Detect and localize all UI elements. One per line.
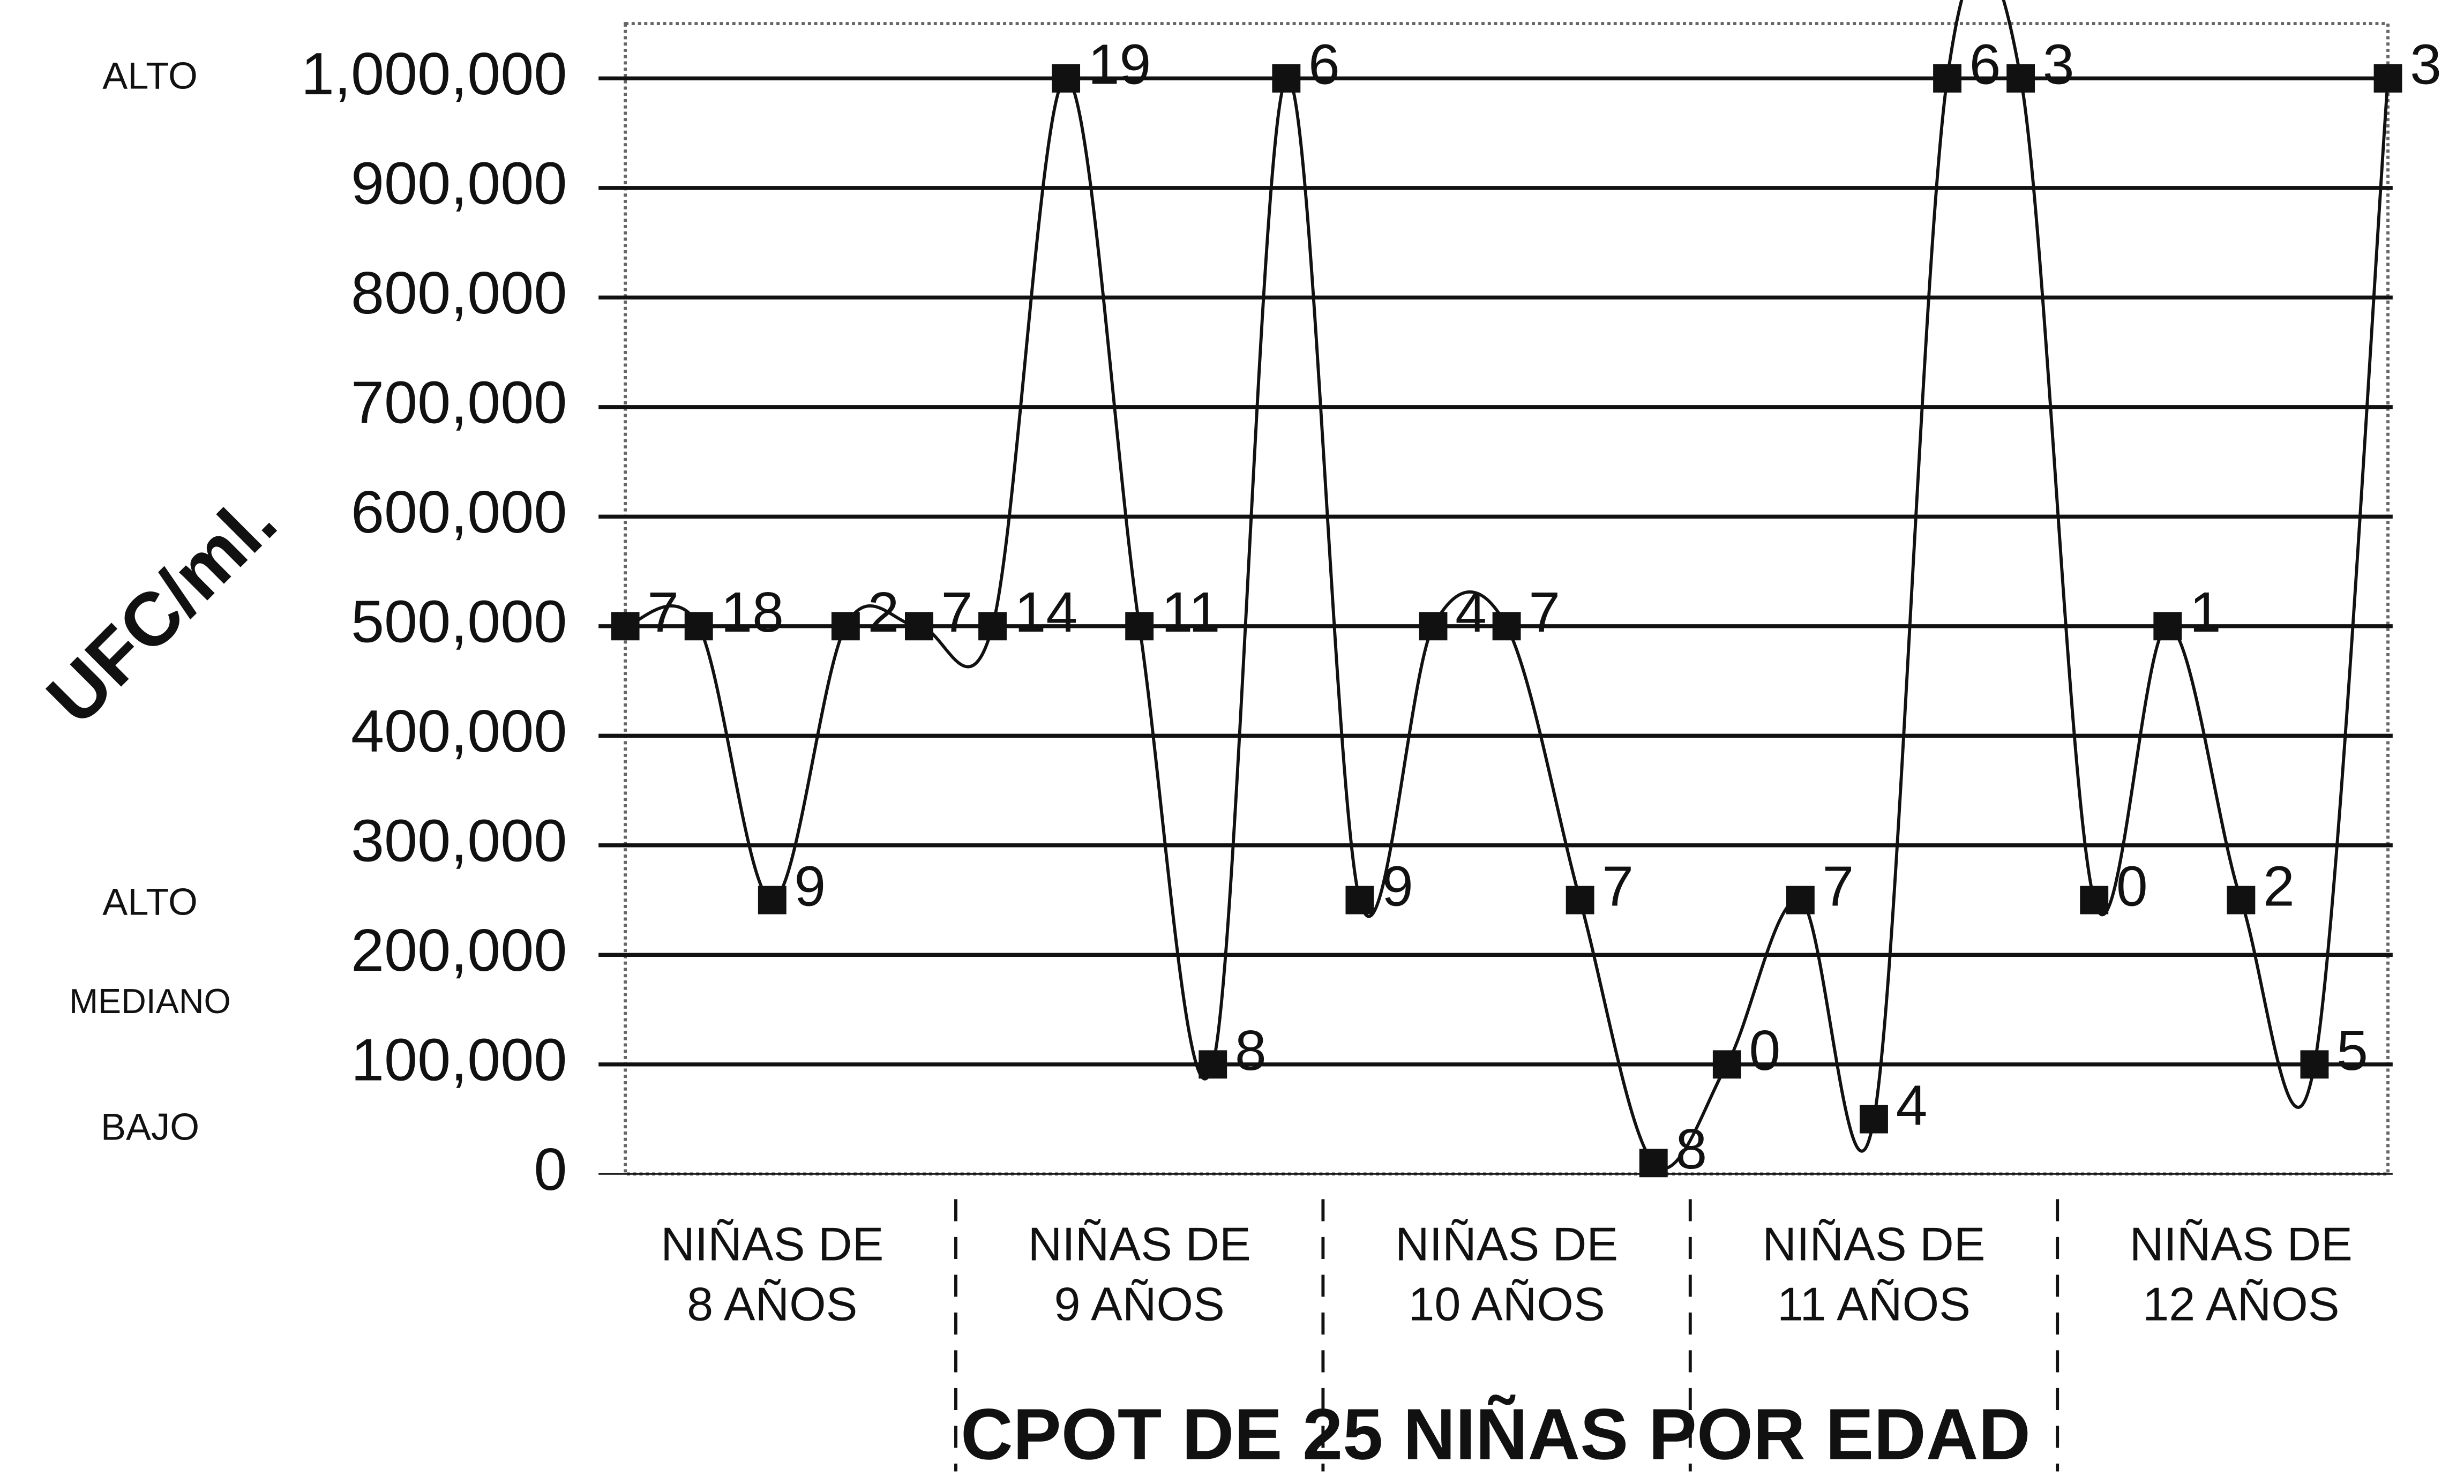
y-tick-label: 500,000	[351, 588, 567, 655]
point-marker	[1345, 886, 1374, 915]
point-label: 2	[2263, 855, 2295, 918]
point-label: 14	[1015, 581, 1078, 644]
x-group-label: NIÑAS DE	[1395, 1218, 1618, 1271]
data-line	[625, 0, 2390, 1170]
y-tick-label: 800,000	[351, 259, 567, 326]
point-label: 7	[647, 581, 679, 644]
point-label: 3	[2410, 33, 2441, 96]
point-label: 6	[1308, 33, 1340, 96]
point-marker	[2006, 64, 2035, 93]
point-label: 4	[1455, 581, 1487, 644]
y-tick-label: 300,000	[351, 807, 567, 874]
point-label: 4	[1896, 1074, 1928, 1137]
level-label: ALTO	[102, 54, 198, 96]
point-label: 8	[1235, 1019, 1267, 1082]
point-marker	[1712, 1050, 1741, 1079]
y-tick-label: 700,000	[351, 369, 567, 436]
point-marker	[1492, 612, 1521, 641]
x-group-label: NIÑAS DE	[2130, 1218, 2353, 1271]
point-marker	[1199, 1050, 1227, 1079]
point-marker	[1566, 886, 1594, 915]
point-label: 7	[941, 581, 973, 644]
plot-frame	[624, 22, 2390, 1176]
point-label: 5	[2336, 1019, 2368, 1082]
point-marker	[1933, 64, 1962, 93]
point-marker	[2080, 886, 2109, 915]
y-tick-label: 0	[534, 1136, 567, 1203]
x-group-label: 11 AÑOS	[1777, 1277, 1971, 1330]
y-tick-label: 1,000,000	[301, 40, 567, 107]
point-marker	[1419, 612, 1448, 641]
point-marker	[1786, 886, 1815, 915]
x-group-label: NIÑAS DE	[661, 1218, 883, 1271]
y-tick-label: 200,000	[351, 917, 567, 984]
point-marker	[758, 886, 787, 915]
point-label: 0	[1749, 1019, 1780, 1082]
x-group-label: 10 AÑOS	[1408, 1277, 1605, 1330]
point-marker	[2373, 64, 2402, 93]
point-label: 7	[1823, 855, 1854, 918]
point-marker	[1860, 1105, 1888, 1134]
point-label: 7	[1529, 581, 1560, 644]
point-marker	[2227, 886, 2256, 915]
x-group-label: NIÑAS DE	[1028, 1218, 1251, 1271]
point-label: 18	[721, 581, 784, 644]
point-label: 9	[794, 855, 826, 918]
y-tick-label: 600,000	[351, 478, 567, 545]
point-marker	[1272, 64, 1301, 93]
x-group-label: 12 AÑOS	[2143, 1277, 2339, 1330]
point-marker	[1639, 1149, 1668, 1178]
x-axis-title: CPOT DE 25 NIÑAS POR EDAD	[961, 1393, 2031, 1474]
level-label: ALTO	[102, 881, 198, 923]
point-label: 6	[1969, 33, 2001, 96]
point-marker	[684, 612, 713, 641]
level-label: BAJO	[101, 1106, 199, 1148]
x-group-label: 8 AÑOS	[687, 1277, 857, 1330]
point-label: 19	[1088, 33, 1151, 96]
y-axis-title: UFC/ml.	[31, 478, 292, 740]
point-marker	[2300, 1050, 2329, 1079]
point-marker	[611, 612, 640, 641]
point-label: 2	[867, 581, 899, 644]
point-label: 0	[2116, 855, 2148, 918]
point-label: 8	[1675, 1118, 1707, 1181]
point-marker	[1052, 64, 1081, 93]
point-marker	[1125, 612, 1154, 641]
y-tick-label: 400,000	[351, 698, 567, 765]
point-marker	[831, 612, 860, 641]
point-label: 7	[1602, 855, 1634, 918]
point-marker	[2153, 612, 2182, 641]
point-label: 9	[1382, 855, 1413, 918]
point-label: 3	[2043, 33, 2074, 96]
level-label: MEDIANO	[69, 982, 231, 1021]
point-label: 1	[2190, 581, 2221, 644]
y-tick-label: 900,000	[351, 149, 567, 216]
x-group-label: 9 AÑOS	[1054, 1277, 1225, 1330]
point-marker	[905, 612, 933, 641]
point-label: 11	[1162, 581, 1220, 644]
y-tick-label: 100,000	[351, 1026, 567, 1093]
x-group-label: NIÑAS DE	[1762, 1218, 1985, 1271]
point-marker	[978, 612, 1007, 641]
